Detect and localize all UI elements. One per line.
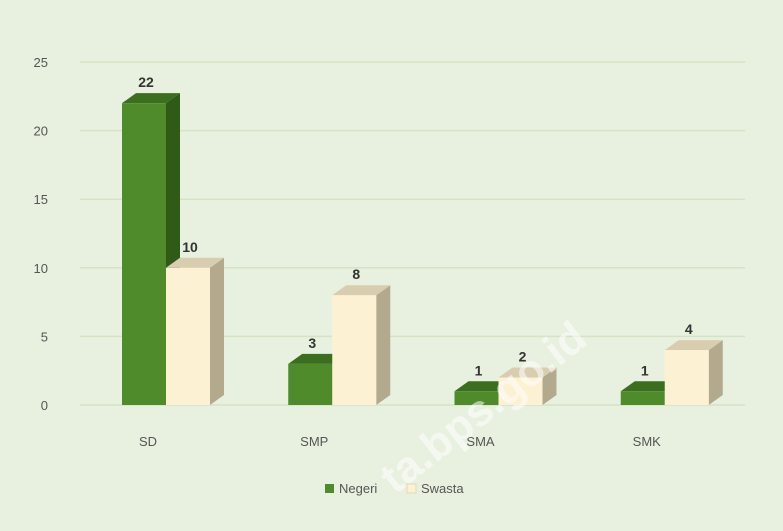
data-label: 3 xyxy=(308,335,316,351)
bar-swasta-smk xyxy=(664,340,723,405)
data-labels: 22 10 3 8 1 2 1 4 xyxy=(138,74,693,378)
bar-top xyxy=(498,367,557,378)
category-label: SD xyxy=(139,434,157,449)
category-label: SMK xyxy=(633,434,662,449)
bar-front xyxy=(288,363,333,405)
bar-front xyxy=(166,267,210,405)
legend-label: Negeri xyxy=(339,481,377,496)
bar-top xyxy=(664,340,723,351)
legend-item-swasta: Swasta xyxy=(406,481,464,496)
bar-top xyxy=(454,381,513,392)
data-label: 4 xyxy=(685,321,693,337)
bars xyxy=(122,93,723,405)
bar-side xyxy=(708,340,723,405)
watermark-text: ta.bps.go.id xyxy=(371,312,596,503)
category-label: SMA xyxy=(466,434,495,449)
y-tick-label: 10 xyxy=(34,261,48,276)
y-tick-label: 20 xyxy=(34,124,48,139)
bar-front xyxy=(122,103,166,405)
bar-swasta-sd xyxy=(166,257,224,405)
bar-top xyxy=(122,93,180,104)
bar-front xyxy=(498,377,543,405)
y-axis-ticks: 0 5 10 15 20 25 xyxy=(34,55,48,413)
bar-front xyxy=(454,391,499,405)
y-tick-label: 0 xyxy=(41,398,48,413)
category-label: SMP xyxy=(300,434,328,449)
legend-swatch xyxy=(406,483,417,494)
y-tick-label: 5 xyxy=(41,329,48,344)
bar-side xyxy=(210,257,224,405)
bar-side xyxy=(542,367,557,405)
y-tick-label: 15 xyxy=(34,192,48,207)
bar-top xyxy=(166,257,224,268)
bar-front xyxy=(664,350,709,405)
bar-top xyxy=(332,285,391,296)
bar-front xyxy=(620,391,665,405)
bar-top xyxy=(620,381,679,392)
bar-front xyxy=(332,295,377,405)
x-axis-categories: SD SMP SMA SMK xyxy=(139,434,661,449)
legend-item-negeri: Negeri xyxy=(325,481,377,496)
legend-label: Swasta xyxy=(421,481,464,496)
bar-swasta-sma xyxy=(498,367,557,405)
bar-negeri-sd xyxy=(122,93,180,405)
data-label: 10 xyxy=(182,239,198,255)
legend-swatch xyxy=(325,484,334,493)
data-label: 8 xyxy=(352,266,360,282)
data-label: 2 xyxy=(519,349,527,365)
y-tick-label: 25 xyxy=(34,55,48,70)
data-label: 1 xyxy=(641,362,649,378)
bar-top xyxy=(288,353,347,364)
bar-swasta-smp xyxy=(332,285,391,405)
legend: Negeri Swasta xyxy=(325,481,464,496)
data-label: 22 xyxy=(138,74,154,90)
data-label: 1 xyxy=(475,362,483,378)
bar-side xyxy=(376,285,391,405)
